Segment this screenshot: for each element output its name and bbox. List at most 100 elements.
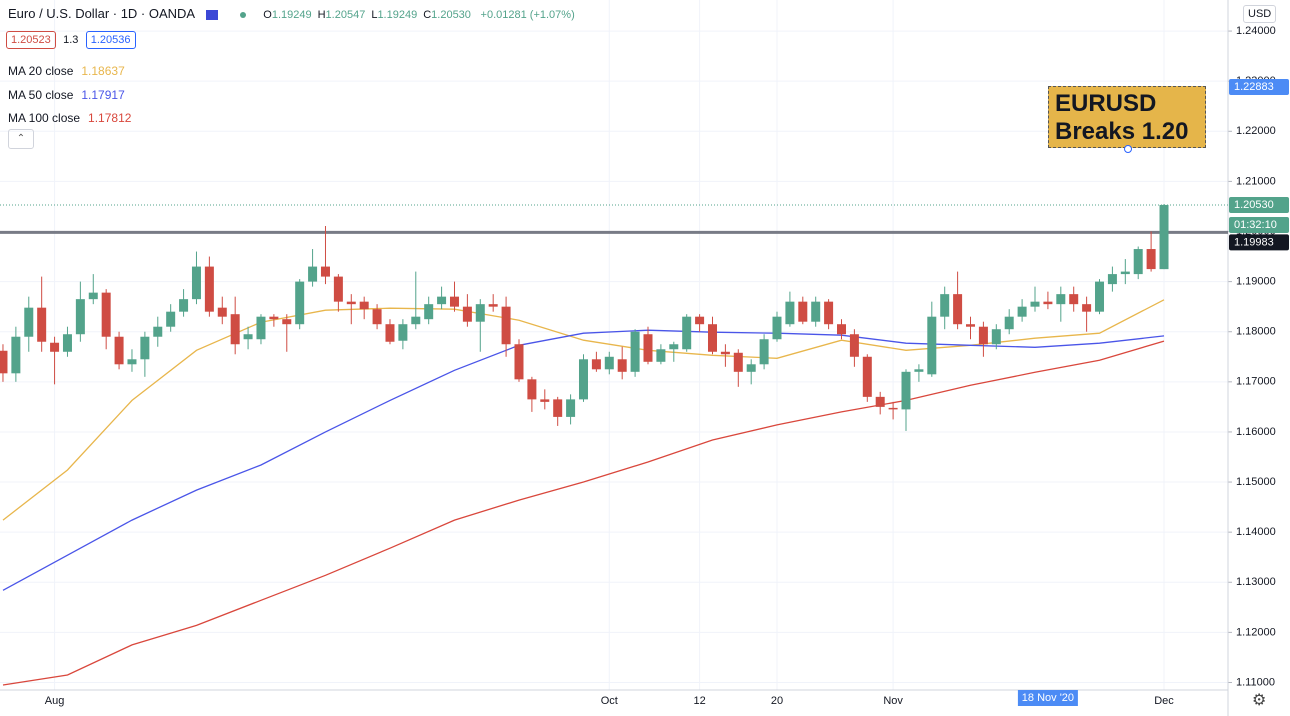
y-tick-label: 1.11000: [1236, 676, 1275, 688]
candle-body: [746, 364, 756, 372]
annotation-line: EURUSD: [1055, 90, 1157, 117]
candle-body: [398, 324, 408, 341]
annotation-line: Breaks 1.20: [1055, 118, 1189, 145]
candle-body: [488, 304, 498, 307]
candle-body: [437, 296, 447, 305]
ohlc-label: L: [371, 9, 378, 21]
alert-price-bg: [1229, 79, 1289, 96]
ohlc-label: H: [317, 9, 326, 21]
candle-body: [166, 311, 176, 327]
legend-entry: MA 20 close 1.18637: [8, 60, 131, 84]
y-tick-label: 1.24000: [1236, 25, 1276, 37]
hline-price: 1.19983: [1234, 236, 1274, 248]
flag-icon[interactable]: [206, 9, 219, 20]
bid[interactable]: 1.20523: [6, 31, 56, 49]
candle-body: [643, 334, 653, 362]
candle-body: [630, 331, 640, 372]
candle-body: [811, 301, 821, 322]
candle-body: [372, 309, 382, 325]
candle-body: [449, 296, 459, 307]
candle-body: [1095, 281, 1105, 312]
legend-value: 1.17812: [88, 111, 132, 125]
currency-button[interactable]: USD: [1243, 5, 1277, 23]
candle-body: [191, 266, 201, 300]
change: +0.01281 (+1.07%): [480, 9, 575, 21]
candle-body: [101, 292, 111, 337]
ohlc-value: 1.19249: [271, 9, 312, 21]
y-tick-label: 1.15000: [1236, 476, 1276, 488]
candle-body: [1146, 249, 1156, 270]
candle-body: [24, 307, 34, 337]
candle-body: [1120, 271, 1130, 275]
collapse-button[interactable]: ⌃: [8, 129, 34, 149]
candle-body: [901, 371, 911, 410]
bid-ask: 1.20523 1.3 1.20536: [6, 31, 136, 49]
ask[interactable]: 1.20536: [85, 31, 136, 49]
countdown: 01:32:10: [1234, 219, 1277, 231]
candle-body: [50, 342, 60, 352]
countdown-bg: [1229, 216, 1289, 233]
candle-body: [295, 281, 305, 325]
legend-entry: MA 100 close 1.17812: [8, 107, 131, 131]
candle-body: [759, 339, 769, 365]
candle-body: [243, 334, 253, 340]
plot: [0, 204, 1228, 686]
moving-average: [2, 329, 1165, 591]
crosshair-date: 18 Nov '20: [1022, 692, 1074, 704]
settings-icon[interactable]: ⚙: [1252, 692, 1267, 709]
last-price: 1.20530: [1234, 199, 1274, 211]
candle-body: [591, 359, 601, 370]
candle-body: [140, 336, 150, 360]
y-tick-label: 1.13000: [1236, 576, 1276, 588]
candle-body: [1043, 301, 1053, 305]
candle-body: [62, 334, 72, 352]
candle-body: [359, 301, 369, 310]
candle-body: [424, 304, 434, 320]
candle-body: [256, 316, 266, 340]
hline-price-bg: [1229, 234, 1289, 251]
x-tick-label: 12: [693, 695, 705, 707]
candle-body: [1004, 316, 1014, 330]
candle-body: [217, 307, 227, 317]
candle-body: [707, 324, 717, 352]
candle-body: [346, 301, 356, 305]
candle-body: [11, 336, 21, 374]
candle-body: [849, 334, 859, 357]
last-price-bg: [1229, 196, 1289, 213]
candle-body: [669, 344, 679, 350]
ohlc-value: 1.20547: [325, 9, 366, 21]
candle-body: [1030, 301, 1040, 307]
candle-body: [269, 316, 279, 320]
annotation[interactable]: EURUSD Breaks 1.20: [1048, 86, 1206, 148]
x-tick-label: Nov: [883, 695, 903, 707]
legend-value: 1.17917: [81, 87, 125, 102]
candle-body: [75, 299, 85, 335]
candle-body: [514, 344, 524, 380]
candle-body: [462, 306, 472, 322]
candle-body: [604, 356, 614, 370]
annotation-handle[interactable]: [1124, 145, 1132, 153]
candle-body: [540, 399, 550, 402]
candle-body: [1056, 294, 1066, 305]
candle-body: [1133, 249, 1143, 275]
candle-body: [1069, 294, 1079, 305]
legend-name: MA 50 close: [8, 87, 74, 102]
candle-body: [230, 314, 240, 345]
candle-body: [282, 319, 292, 325]
candle-body: [798, 301, 808, 322]
candle-body: [991, 329, 1001, 345]
candle-body: [837, 324, 847, 335]
candle-body: [566, 399, 576, 417]
candle-body: [308, 266, 318, 282]
candle-body: [824, 301, 834, 325]
candle-body: [578, 359, 588, 400]
ohlc-value: 1.19249: [377, 9, 418, 21]
candle-body: [953, 294, 963, 325]
candle-body: [720, 351, 730, 355]
symbol-title: Euro / U.S. Dollar · 1D · OANDA: [8, 6, 195, 21]
y-tick-label: 1.12000: [1236, 626, 1276, 638]
candle-body: [411, 316, 421, 325]
x-tick-label: Aug: [45, 695, 65, 707]
candle-body: [772, 316, 782, 340]
